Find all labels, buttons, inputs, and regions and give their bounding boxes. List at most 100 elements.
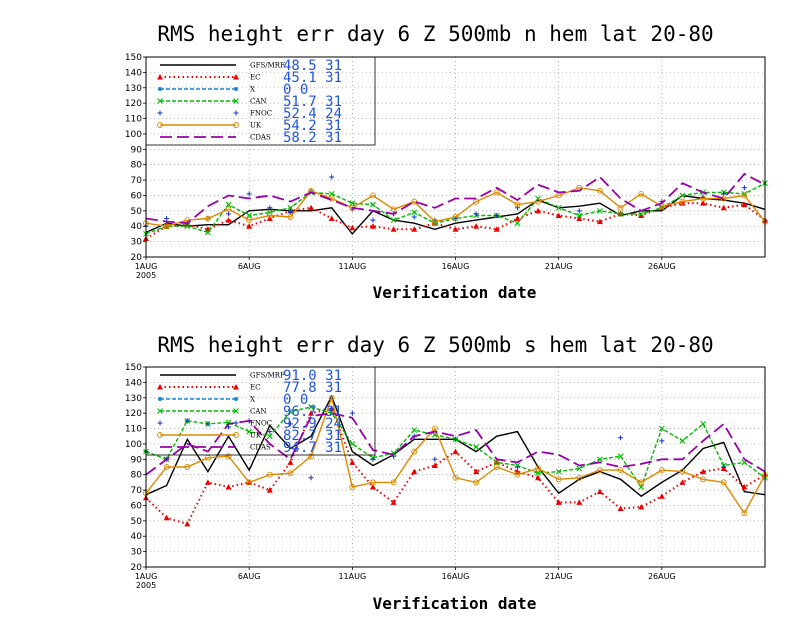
x-tick-label: 26AUG <box>648 572 676 581</box>
legend-marker <box>234 87 238 91</box>
data-point <box>638 190 645 197</box>
series-uk <box>143 394 768 517</box>
legend-item: UK 82.7 31 <box>157 428 342 444</box>
series-cdas <box>145 172 766 225</box>
legend-label: UK <box>250 122 262 130</box>
data-point <box>266 487 273 493</box>
data-point <box>514 201 521 208</box>
data-point <box>453 436 458 442</box>
data-point <box>514 220 521 227</box>
data-point <box>328 191 335 197</box>
data-point <box>555 212 562 218</box>
legend-marker <box>157 110 163 116</box>
data-point <box>576 208 582 214</box>
data-point <box>679 468 686 475</box>
data-point <box>411 427 418 433</box>
y-tick-label: 50 <box>131 517 143 527</box>
data-point <box>370 456 376 462</box>
series-uk <box>143 184 768 230</box>
data-point <box>329 174 335 180</box>
data-point <box>452 226 459 232</box>
legend-marker <box>233 408 239 414</box>
y-tick-label: 70 <box>131 176 143 186</box>
data-point <box>617 453 624 460</box>
data-point <box>514 205 520 211</box>
data-point <box>370 479 376 486</box>
data-point <box>431 462 438 468</box>
y-tick-label: 120 <box>125 409 142 419</box>
y-tick-label: 110 <box>125 115 142 125</box>
data-point <box>287 459 294 465</box>
y-tick-label: 100 <box>125 440 142 450</box>
series-line <box>145 194 766 235</box>
data-point <box>184 464 191 470</box>
data-point <box>205 229 211 236</box>
legend-marker <box>233 384 239 390</box>
data-point <box>514 464 520 470</box>
legend-stats: 54.2 31 <box>283 118 342 134</box>
data-point <box>659 438 665 444</box>
x-tick-label: 1AUG <box>135 572 158 581</box>
data-point <box>287 421 293 427</box>
data-point <box>349 484 356 490</box>
x-tick-label: 16AUG <box>442 262 470 271</box>
legend-item: X 0 0 <box>158 82 308 98</box>
y-tick-label: 90 <box>131 455 143 465</box>
x-axis-label: Verification date <box>373 283 537 302</box>
data-point <box>596 218 603 225</box>
data-point <box>432 456 438 462</box>
data-point <box>700 421 706 427</box>
data-point <box>679 198 686 205</box>
legend-label: X <box>250 396 255 404</box>
x-tick-label: 16AUG <box>442 572 470 581</box>
chart-panel-2: RMS height err day 6 Z 500mb s hem lat 2… <box>125 333 768 613</box>
data-point <box>225 206 232 213</box>
y-tick-label: 20 <box>131 563 143 573</box>
legend-marker <box>157 432 163 438</box>
legend-marker <box>158 397 162 401</box>
data-point <box>618 435 624 441</box>
data-point <box>225 201 232 208</box>
data-point <box>246 191 252 197</box>
y-tick-label: 150 <box>125 53 142 63</box>
legend-label: FNOC <box>250 420 272 428</box>
data-point <box>184 418 190 424</box>
y-tick-label: 100 <box>125 130 142 140</box>
data-point <box>204 215 211 222</box>
data-point <box>163 514 170 521</box>
legend-label: EC <box>250 384 260 392</box>
data-point <box>679 192 686 199</box>
data-point <box>514 471 521 478</box>
data-point <box>411 226 418 232</box>
data-point <box>555 499 562 505</box>
data-point <box>308 410 315 416</box>
legend-stats: 0 0 <box>283 82 308 98</box>
data-point <box>287 214 294 220</box>
x-tick-label: 6AUG <box>238 262 261 271</box>
legend-stats: 51.7 31 <box>283 94 342 110</box>
data-point <box>411 209 418 216</box>
data-point <box>349 200 356 207</box>
data-point <box>246 217 253 224</box>
legend-item: EC 45.1 31 <box>157 70 342 86</box>
data-point <box>576 212 583 219</box>
data-point <box>390 217 397 223</box>
series-gfs-mrf <box>145 194 766 235</box>
legend-marker <box>233 110 239 116</box>
x-tick-label: 11AUG <box>338 572 366 581</box>
data-point <box>452 448 459 455</box>
data-point <box>204 479 211 485</box>
legend-stats: 91.0 31 <box>283 368 342 384</box>
data-point <box>576 474 583 481</box>
data-point <box>617 505 624 512</box>
y-tick-label: 120 <box>125 99 142 109</box>
data-point <box>741 510 748 517</box>
data-point <box>473 223 480 229</box>
data-point <box>535 470 541 477</box>
data-point <box>308 404 314 410</box>
legend-stats: 58.2 31 <box>283 130 342 146</box>
legend-marker <box>234 397 238 401</box>
